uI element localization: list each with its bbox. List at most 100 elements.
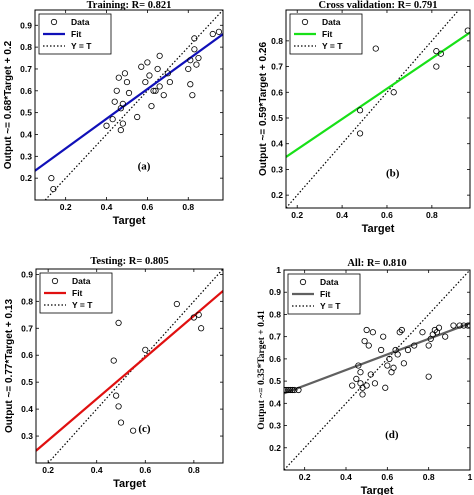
y-axis-label: Output ~= 0.77*Target + 0.13 (4, 299, 15, 433)
data-point (142, 346, 149, 353)
x-tick-label: 0.8 (423, 472, 435, 482)
identity-line (44, 10, 223, 200)
y-tick-label: 0.9 (21, 269, 33, 279)
chart-title: Cross validation: R= 0.791 (319, 0, 438, 11)
x-tick-label: 1 (468, 472, 473, 482)
data-point (125, 89, 133, 97)
y-axis-label: Output ~= 0.68*Target + 0.2 (3, 40, 14, 169)
y-tick-label: 0.2 (20, 173, 32, 183)
data-point (291, 386, 298, 394)
legend-label: Y = T (72, 300, 93, 310)
legend-label: Y = T (71, 41, 92, 51)
y-axis-label: Output ~= 0.59*Target + 0.26 (258, 42, 269, 176)
data-point (121, 70, 129, 77)
panel-b: Cross validation: R= 0.791 0.2 0.4 0.6 0.8 0.… (258, 0, 471, 235)
data-point (285, 386, 292, 394)
data-point (460, 322, 467, 329)
data-point (142, 78, 149, 86)
data-point (404, 346, 412, 354)
data-point (284, 386, 290, 394)
legend-marker-data (51, 277, 59, 285)
y-tick-label: 1 (276, 265, 281, 275)
data-point (425, 373, 432, 380)
data-point (464, 322, 470, 329)
y-tick-label: 0.6 (269, 354, 281, 364)
data-point (433, 63, 440, 70)
y-tick-label: 0.4 (271, 139, 283, 149)
x-tick-label: 0.2 (60, 202, 72, 212)
legend-label: Fit (71, 29, 82, 39)
panel-a: Training: R= 0.821 0.2 0.4 0.6 0.8 0.2 0.3 0.4 0… (3, 0, 224, 227)
y-tick-label: 0.4 (21, 404, 33, 414)
data-point (295, 386, 302, 394)
data-point (123, 78, 131, 86)
data-point (365, 342, 372, 349)
legend-label: Data (322, 17, 341, 27)
data-point (134, 113, 141, 121)
data-point (353, 375, 360, 382)
data-point (356, 130, 364, 137)
data-point (193, 61, 200, 68)
legend-label: Fit (322, 29, 333, 39)
panel-d: All: R= 0.810 0.2 0.4 0.6 0.8 1 0.2 0.3 0.4 0.5 0.… (257, 258, 473, 495)
x-axis-label: Target (113, 215, 146, 227)
data-point (119, 100, 126, 108)
legend-label: Fit (72, 288, 83, 298)
data-point (113, 392, 120, 399)
data-point (164, 70, 171, 77)
data-point (209, 30, 216, 38)
data-point (152, 87, 159, 94)
y-tick-label: 0.8 (269, 309, 281, 319)
data-point (378, 346, 385, 354)
y-tick-label: 0.7 (20, 64, 32, 74)
legend-label: Data (320, 277, 339, 287)
x-tick-label: 0.2 (291, 210, 303, 220)
legend-label: Data (72, 276, 91, 286)
x-tick-label: 0.4 (340, 472, 352, 482)
data-point (103, 122, 110, 129)
data-point (110, 357, 117, 364)
data-point (148, 102, 155, 110)
x-tick-label: 0.6 (381, 210, 393, 220)
data-point (160, 92, 167, 99)
y-tick-label: 0.3 (269, 421, 281, 431)
legend-marker-data (301, 18, 309, 26)
panel-label: (c) (138, 423, 151, 435)
y-tick-label: 0.8 (21, 296, 33, 306)
x-tick-label: 0.2 (299, 472, 311, 482)
y-tick-label: 0.3 (20, 151, 32, 161)
y-tick-label: 0.3 (21, 431, 33, 441)
data-point (115, 403, 122, 410)
y-tick-label: 0.6 (21, 350, 33, 360)
panel-label: (b) (386, 167, 400, 179)
data-point (359, 391, 366, 398)
y-tick-label: 0.7 (269, 332, 281, 342)
fit-line (35, 33, 223, 172)
x-tick-label: 0.8 (426, 210, 438, 220)
data-point (289, 386, 296, 394)
panel-c: Testing: R= 0.805 0.2 0.4 0.6 0.8 0.3 0.4 0.5 0.… (4, 256, 224, 490)
data-point (113, 87, 120, 94)
data-point (287, 386, 294, 394)
data-point (398, 326, 405, 334)
y-tick-label: 0.9 (20, 20, 32, 30)
x-tick-label: 0.4 (91, 465, 103, 475)
y-tick-label: 0.5 (20, 108, 32, 118)
fit-line (284, 322, 470, 395)
legend-box (39, 272, 113, 314)
axes-frame (35, 268, 224, 464)
data-point (146, 72, 153, 79)
data-point (384, 362, 391, 369)
data-point (363, 326, 370, 334)
data-point (390, 89, 397, 96)
data-point (117, 127, 124, 134)
x-axis-label: Target (362, 223, 395, 235)
data-point (185, 65, 192, 73)
data-point (156, 52, 163, 59)
data-point (380, 333, 387, 340)
fit-line (36, 290, 223, 452)
legend: Data Fit Y = T (289, 13, 363, 55)
data-point (433, 48, 440, 55)
axes-frame (285, 9, 471, 209)
data-point (396, 329, 403, 336)
